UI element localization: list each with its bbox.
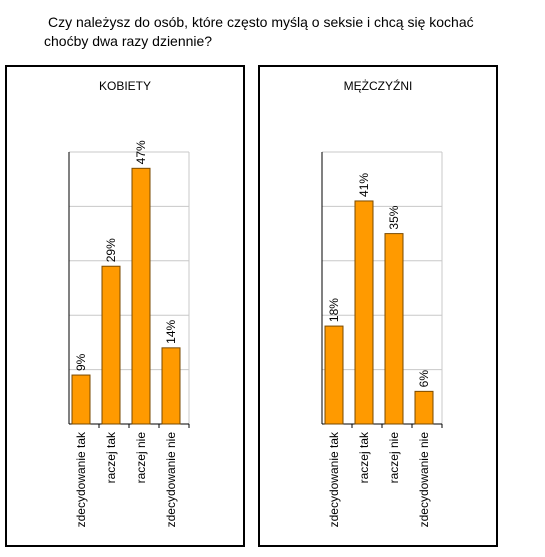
x-tick-label: zdecydowanie tak xyxy=(74,431,88,527)
bar-chart-women: 9% zdecydowanie tak 29% raczej tak 47% raczej… xyxy=(68,140,190,528)
data-label: 47% xyxy=(134,140,148,164)
chart-panel-men: MĘŻCZYŹNI 18% zdecydowanie tak 41% raczej t… xyxy=(258,65,498,547)
question-line-2: choćby dwa razy dziennie? xyxy=(44,33,213,49)
bar xyxy=(414,390,434,425)
data-label: 9% xyxy=(74,353,88,371)
data-label: 41% xyxy=(357,173,371,197)
data-label: 29% xyxy=(104,238,118,262)
x-tick-label: raczej tak xyxy=(104,431,118,483)
data-label: 35% xyxy=(387,205,401,229)
bar xyxy=(71,374,91,425)
chart-title-women: KOBIETY xyxy=(98,79,151,93)
bar xyxy=(324,325,344,425)
bar xyxy=(354,200,374,425)
bar xyxy=(161,347,181,425)
x-tick-label: raczej tak xyxy=(357,431,371,483)
x-tick-label: raczej nie xyxy=(134,432,148,484)
question-line-1: Czy należysz do osób, które często myślą… xyxy=(48,14,474,30)
bar xyxy=(384,233,404,425)
x-tick-label: zdecydowanie nie xyxy=(164,432,178,528)
x-tick-label: zdecydowanie tak xyxy=(327,431,341,527)
bar-chart-men: 18% zdecydowanie tak 41% raczej tak 35% racze… xyxy=(321,151,443,528)
x-tick-label: raczej nie xyxy=(387,432,401,484)
survey-question: Czy należysz do osób, które często myślą… xyxy=(44,13,514,51)
chart-panel-women: KOBIETY 9% zdecydowanie tak 29% raczej tak 4… xyxy=(5,65,245,547)
data-label: 18% xyxy=(327,298,341,322)
bar xyxy=(131,167,151,425)
data-label: 6% xyxy=(417,370,431,388)
x-tick-label: zdecydowanie nie xyxy=(417,432,431,528)
chart-title-men: MĘŻCZYŹNI xyxy=(343,79,413,93)
bar xyxy=(101,265,121,425)
data-label: 14% xyxy=(164,319,178,343)
